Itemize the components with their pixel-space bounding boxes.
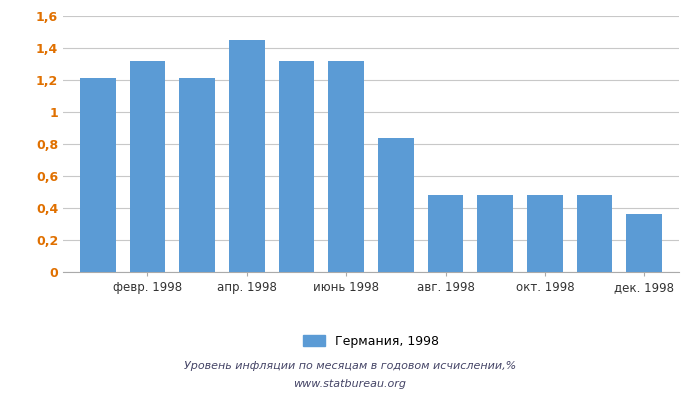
Text: www.statbureau.org: www.statbureau.org [293,379,407,389]
Bar [527,195,563,272]
Bar [80,78,116,272]
Bar [279,61,314,272]
Bar [179,78,215,272]
Bar [428,195,463,272]
Legend: Германия, 1998: Германия, 1998 [298,330,444,353]
Bar [328,61,364,272]
Bar [626,214,662,272]
Bar [477,195,513,272]
Text: Уровень инфляции по месяцам в годовом исчислении,%: Уровень инфляции по месяцам в годовом ис… [184,361,516,371]
Bar [378,138,414,272]
Bar [130,61,165,272]
Bar [229,40,265,272]
Bar [577,195,612,272]
